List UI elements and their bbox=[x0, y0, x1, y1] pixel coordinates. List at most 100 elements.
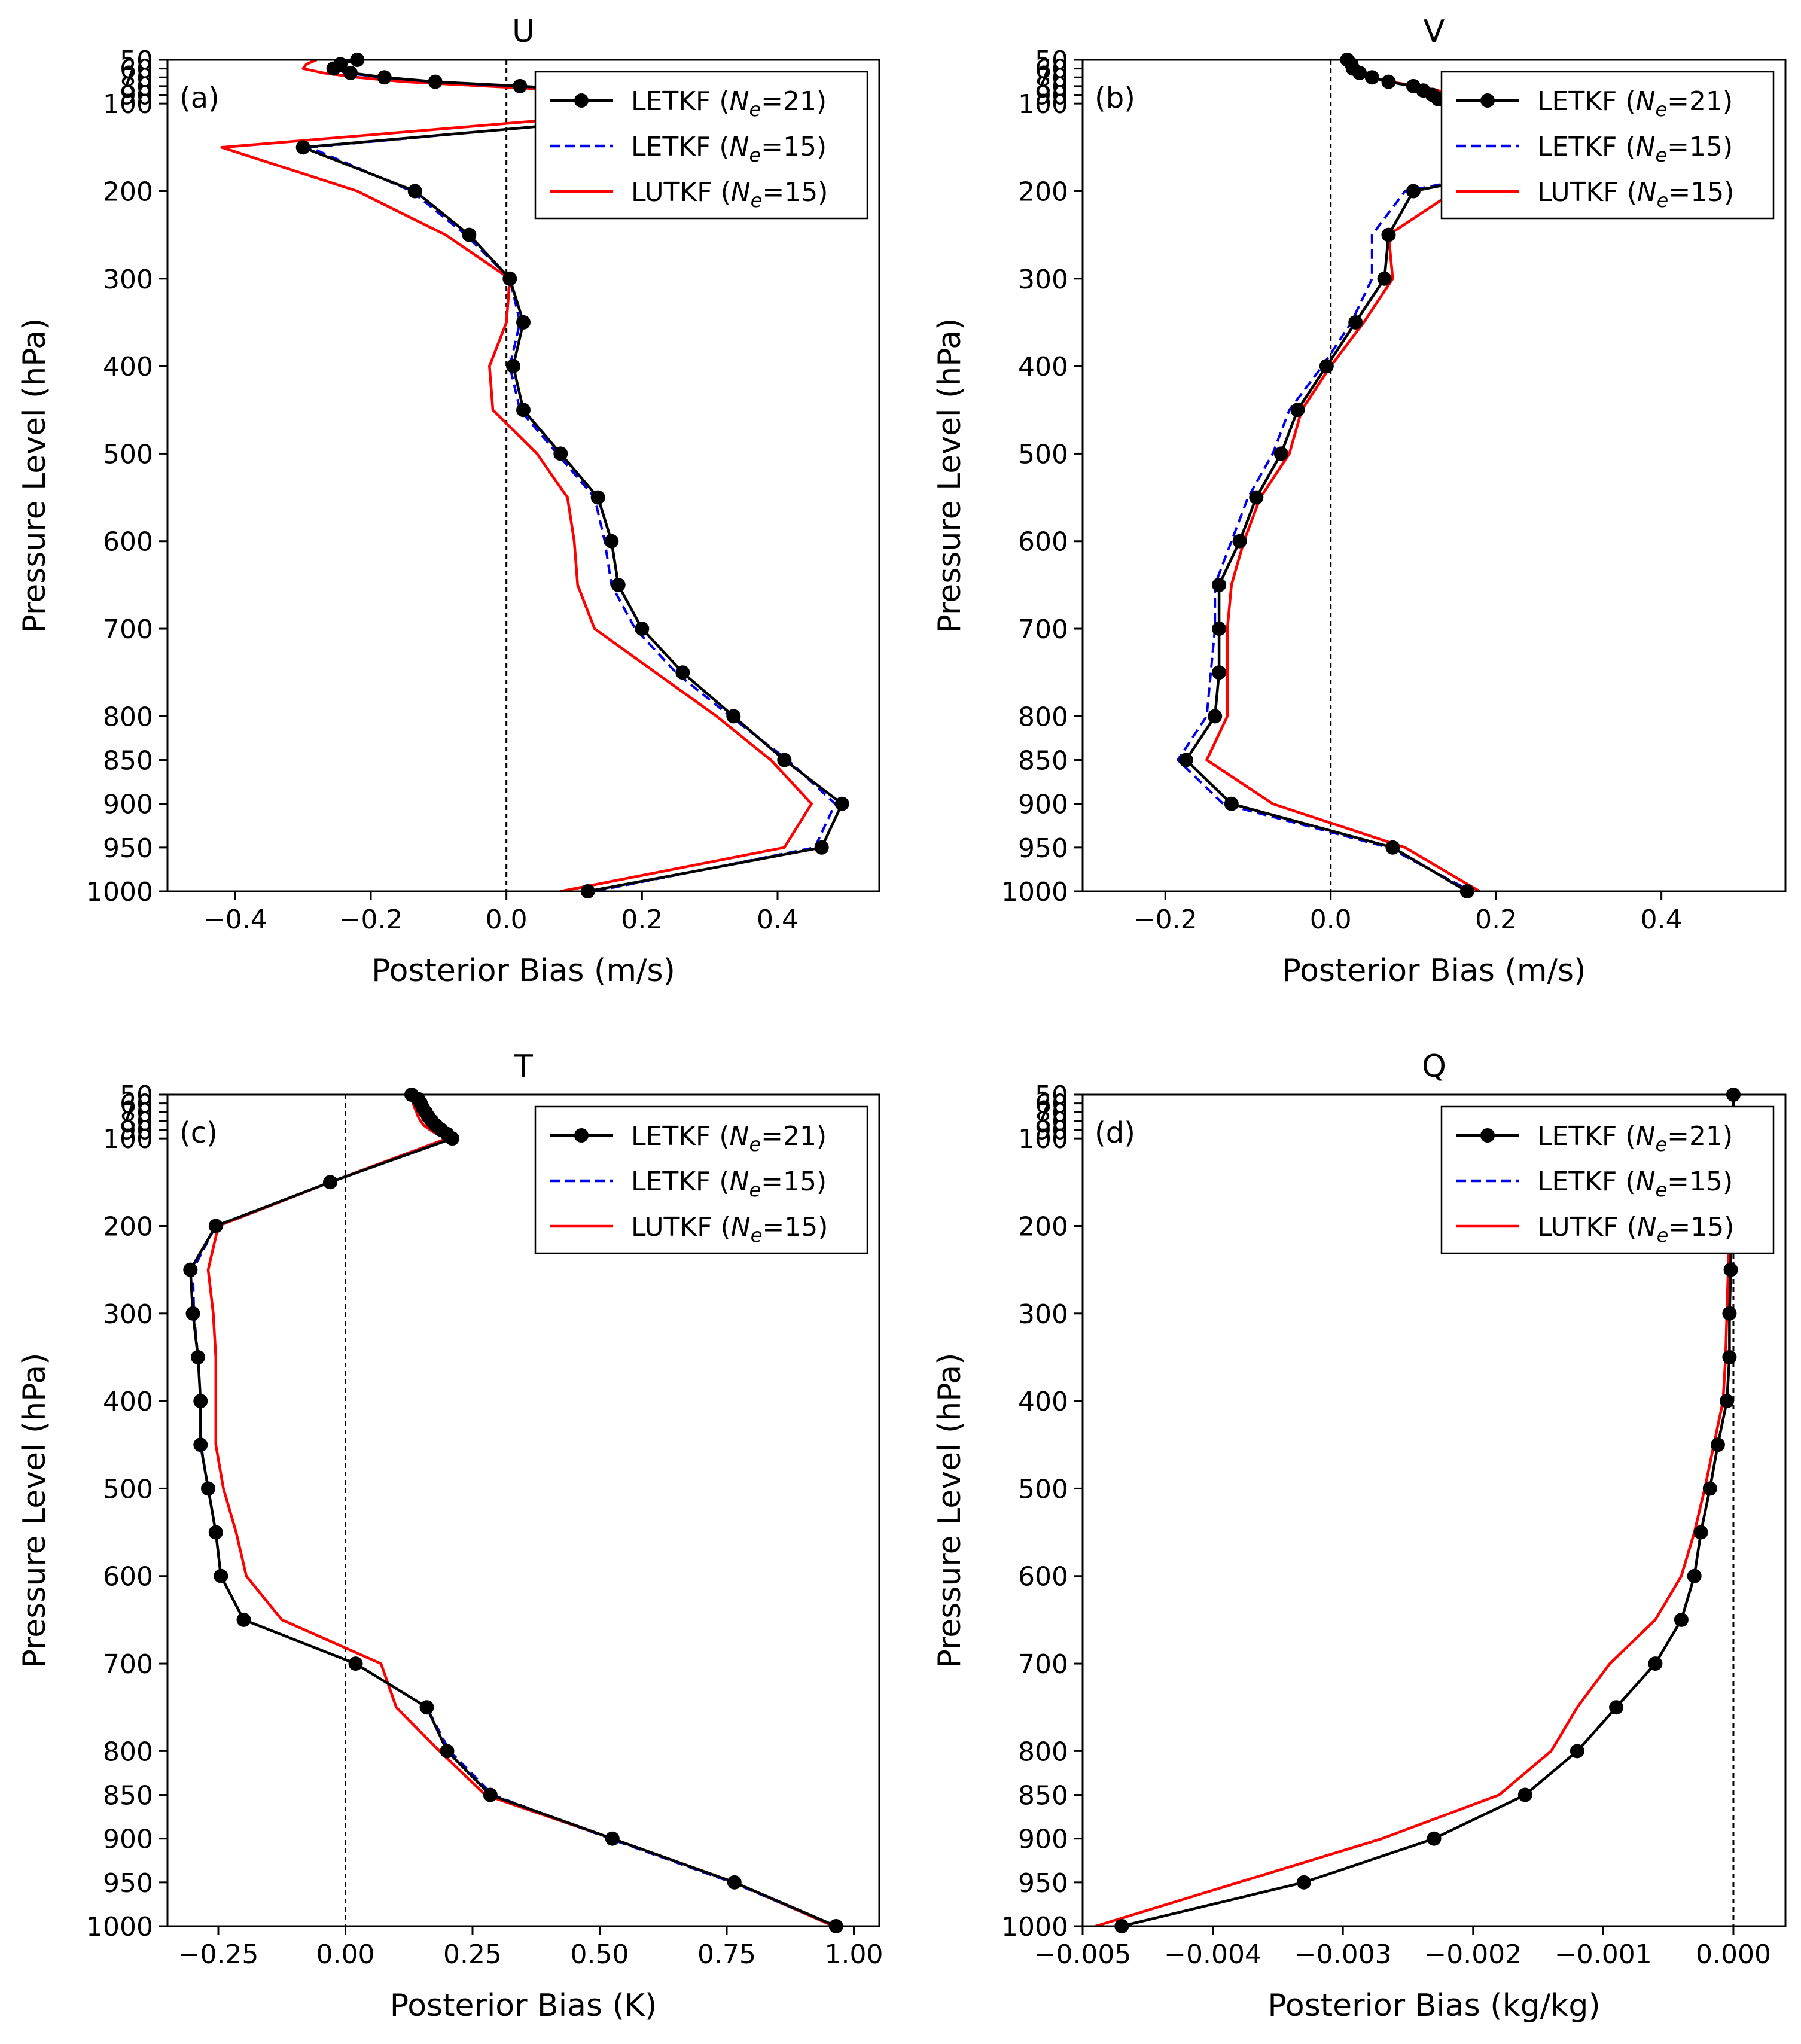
x-tick-label: −0.25 bbox=[178, 1939, 259, 1970]
data-point bbox=[377, 70, 392, 84]
y-tick-label: 900 bbox=[103, 790, 153, 820]
data-point bbox=[1711, 1437, 1725, 1452]
data-point bbox=[209, 1525, 223, 1540]
legend-entry-1: LETKF (Ne=15) bbox=[631, 132, 827, 166]
panel-c: T−0.25 0.00 0.25 0.50 0.75 1.0050607080901002… bbox=[17, 1049, 883, 2024]
data-point bbox=[777, 753, 791, 767]
legend-entry-2: LUTKF (Ne=15) bbox=[631, 177, 828, 212]
data-point bbox=[296, 140, 310, 154]
y-tick-label: 700 bbox=[1018, 1649, 1068, 1680]
y-tick-label: 850 bbox=[103, 1781, 153, 1811]
y-tick-label: 300 bbox=[103, 264, 153, 295]
data-point bbox=[605, 1832, 620, 1846]
panel-d: Q−0.005 −0.004 −0.003 −0.002 −0.001 0.0005060… bbox=[932, 1049, 1785, 2024]
legend-marker bbox=[1480, 93, 1495, 108]
y-axis-title: Pressure Level (hPa) bbox=[932, 1353, 968, 1668]
y-tick-label: 1000 bbox=[86, 1912, 153, 1942]
data-point bbox=[502, 272, 517, 286]
x-tick-label: −0.4 bbox=[203, 904, 267, 935]
legend-series-name: LUTKF bbox=[1537, 1212, 1619, 1242]
y-tick-label: 300 bbox=[1018, 264, 1068, 295]
data-point bbox=[1378, 272, 1392, 286]
data-point bbox=[1609, 1700, 1623, 1714]
data-point bbox=[1722, 1350, 1736, 1364]
y-tick-label: 800 bbox=[103, 1737, 153, 1767]
y-tick-label: 200 bbox=[103, 1211, 153, 1242]
y-tick-label: 600 bbox=[1018, 527, 1068, 558]
legend-series-name: LETKF bbox=[631, 86, 711, 117]
x-axis-title: Posterior Bias (kg/kg) bbox=[1267, 1988, 1600, 2024]
legend-entry-2: LUTKF (Ne=15) bbox=[1537, 1212, 1734, 1247]
x-tick-label: 0.75 bbox=[697, 1939, 756, 1970]
y-tick-label: 700 bbox=[103, 1649, 153, 1680]
x-tick-label: 0.0 bbox=[486, 904, 528, 935]
data-point bbox=[445, 1131, 459, 1146]
panel-label: (c) bbox=[179, 1116, 218, 1150]
legend-entry-0: LETKF (Ne=21) bbox=[1537, 86, 1733, 121]
data-point bbox=[1212, 622, 1226, 636]
panel-title: V bbox=[1424, 14, 1445, 50]
y-tick-label: 100 bbox=[103, 89, 153, 120]
legend-entry-2: LUTKF (Ne=15) bbox=[1537, 177, 1734, 212]
legend-series-name: LETKF bbox=[631, 1121, 711, 1152]
data-point bbox=[1179, 753, 1193, 767]
y-tick-label: 950 bbox=[1018, 833, 1068, 864]
data-point bbox=[727, 1875, 742, 1890]
data-point bbox=[1687, 1569, 1702, 1583]
y-tick-label: 1000 bbox=[86, 877, 153, 907]
data-point bbox=[237, 1613, 251, 1627]
x-tick-label: 0.00 bbox=[316, 1939, 375, 1970]
legend-ne-value: 15 bbox=[1689, 132, 1723, 162]
y-tick-label: 200 bbox=[1018, 176, 1068, 207]
y-axis-title: Pressure Level (hPa) bbox=[17, 318, 53, 633]
legend-ne-value: 15 bbox=[1689, 1166, 1723, 1197]
x-axis-title: Posterior Bias (m/s) bbox=[1282, 953, 1586, 989]
y-axis-title: Pressure Level (hPa) bbox=[932, 318, 968, 633]
data-point bbox=[440, 1744, 455, 1758]
data-point bbox=[726, 709, 740, 723]
y-tick-label: 800 bbox=[103, 702, 153, 732]
legend-series-name: LETKF bbox=[1537, 1121, 1617, 1152]
x-axis-title: Posterior Bias (m/s) bbox=[371, 953, 675, 989]
data-point bbox=[604, 534, 618, 549]
panel-title: T bbox=[513, 1049, 533, 1085]
y-tick-label: 800 bbox=[1018, 702, 1068, 732]
legend-series-name: LETKF bbox=[631, 1166, 711, 1197]
data-point bbox=[835, 797, 849, 811]
data-point bbox=[327, 62, 341, 76]
legend-entry-1: LETKF (Ne=15) bbox=[1537, 1166, 1733, 1201]
panel-title: U bbox=[512, 14, 535, 50]
y-tick-label: 300 bbox=[103, 1299, 153, 1330]
legend-entry-1: LETKF (Ne=15) bbox=[1537, 132, 1733, 166]
data-point bbox=[1385, 840, 1400, 855]
panel-label: (d) bbox=[1095, 1116, 1135, 1150]
legend-marker bbox=[574, 93, 589, 108]
y-tick-label: 400 bbox=[1018, 352, 1068, 382]
data-point bbox=[635, 622, 649, 636]
data-point bbox=[1290, 403, 1305, 417]
data-point bbox=[191, 1350, 205, 1364]
data-point bbox=[675, 665, 690, 680]
y-tick-label: 600 bbox=[103, 1562, 153, 1592]
y-tick-label: 1000 bbox=[1001, 1912, 1068, 1942]
y-tick-label: 1000 bbox=[1001, 877, 1068, 907]
y-tick-label: 300 bbox=[1018, 1299, 1068, 1330]
x-tick-label: −0.005 bbox=[1034, 1939, 1132, 1970]
legend-series-name: LETKF bbox=[631, 132, 711, 162]
data-point bbox=[1694, 1525, 1708, 1540]
data-point bbox=[1233, 534, 1247, 549]
data-point bbox=[1722, 1306, 1736, 1321]
data-point bbox=[343, 66, 358, 80]
y-tick-label: 900 bbox=[1018, 1824, 1068, 1855]
data-point bbox=[1348, 315, 1363, 330]
data-point bbox=[1703, 1481, 1717, 1495]
x-tick-label: 0.000 bbox=[1696, 1939, 1771, 1970]
data-point bbox=[1208, 709, 1222, 723]
data-point bbox=[516, 403, 531, 417]
y-tick-label: 500 bbox=[103, 1474, 153, 1504]
legend-series-name: LUTKF bbox=[631, 177, 712, 208]
y-tick-label: 400 bbox=[1018, 1387, 1068, 1417]
data-point bbox=[214, 1569, 228, 1583]
legend-series-name: LETKF bbox=[1537, 1166, 1617, 1197]
y-tick-label: 900 bbox=[103, 1824, 153, 1855]
